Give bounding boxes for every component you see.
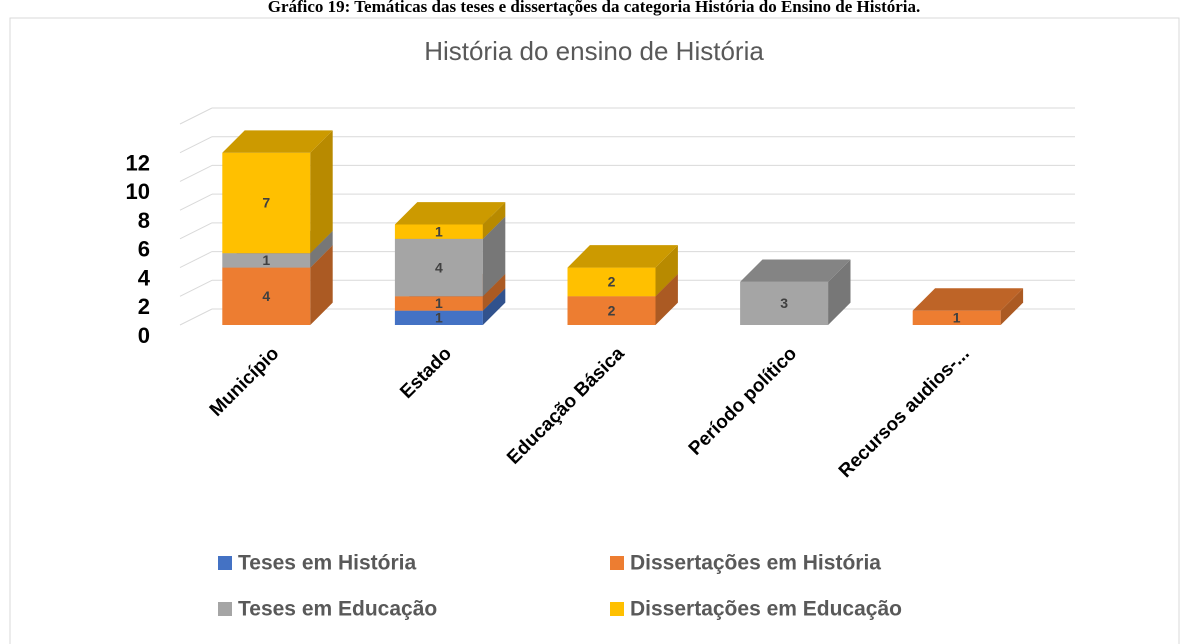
bar-side (482, 273, 506, 311)
bar-segment (394, 310, 483, 325)
bar-side (310, 130, 333, 254)
bar-side (655, 245, 678, 297)
data-label: 7 (262, 195, 270, 211)
legend-swatch (610, 602, 624, 616)
bar-segment (222, 152, 311, 254)
grid-line (179, 251, 213, 269)
y-tick-label: 10 (126, 179, 150, 204)
bar-segment (912, 310, 1001, 325)
bar-segment (740, 281, 829, 325)
bar-side (1000, 288, 1024, 325)
bar-segment (222, 253, 311, 268)
legend-swatch (218, 556, 232, 570)
bar-side (482, 288, 506, 325)
grid-line (179, 279, 213, 297)
bar-side (655, 273, 678, 325)
data-label: 2 (608, 274, 616, 290)
bar-top (912, 288, 1024, 311)
data-label: 4 (262, 288, 270, 304)
bar-segment (222, 267, 311, 325)
chart-title: História do ensino de História (424, 36, 764, 66)
data-label: 2 (608, 302, 616, 318)
bar-top (567, 245, 678, 268)
caption: Gráfico 19: Temáticas das teses e disser… (268, 0, 921, 16)
bar-side (482, 216, 506, 297)
y-tick-label: 4 (138, 265, 151, 290)
bar-side (828, 259, 851, 325)
bar-side (482, 202, 506, 239)
y-tick-label: 6 (138, 237, 150, 262)
grid-line (179, 107, 213, 125)
grid-line (179, 193, 213, 211)
bar-side (310, 245, 333, 325)
data-label: 1 (262, 252, 270, 268)
y-tick-label: 0 (138, 323, 150, 348)
bar-top (740, 259, 851, 282)
bar-segment (394, 238, 483, 297)
bar-segment (567, 296, 656, 325)
bar-top (222, 130, 333, 153)
data-label: 1 (435, 295, 443, 311)
bar-segment (394, 224, 483, 239)
data-label: 1 (435, 223, 443, 239)
grid-line (179, 164, 213, 182)
y-tick-label: 2 (138, 294, 150, 319)
bar-side (310, 230, 333, 268)
grid-line (179, 222, 213, 240)
legend-label: Dissertações em Educação (630, 598, 902, 621)
legend-swatch (610, 556, 624, 570)
bar-top (394, 202, 506, 225)
chart-frame (9, 17, 1180, 644)
legend-label: Teses em Educação (238, 598, 437, 621)
data-label: 4 (435, 259, 443, 275)
legend-swatch (218, 602, 232, 616)
y-tick-label: 12 (126, 151, 150, 176)
data-label: 3 (780, 295, 788, 311)
bar-segment (567, 267, 656, 297)
data-label: 1 (435, 310, 443, 326)
legend-label: Dissertações em História (630, 552, 881, 575)
bar-segment (394, 296, 483, 311)
grid-line (179, 136, 213, 154)
data-label: 1 (953, 310, 961, 326)
grid-line (179, 308, 213, 326)
legend-label: Teses em História (238, 552, 417, 575)
y-tick-label: 8 (138, 208, 150, 233)
